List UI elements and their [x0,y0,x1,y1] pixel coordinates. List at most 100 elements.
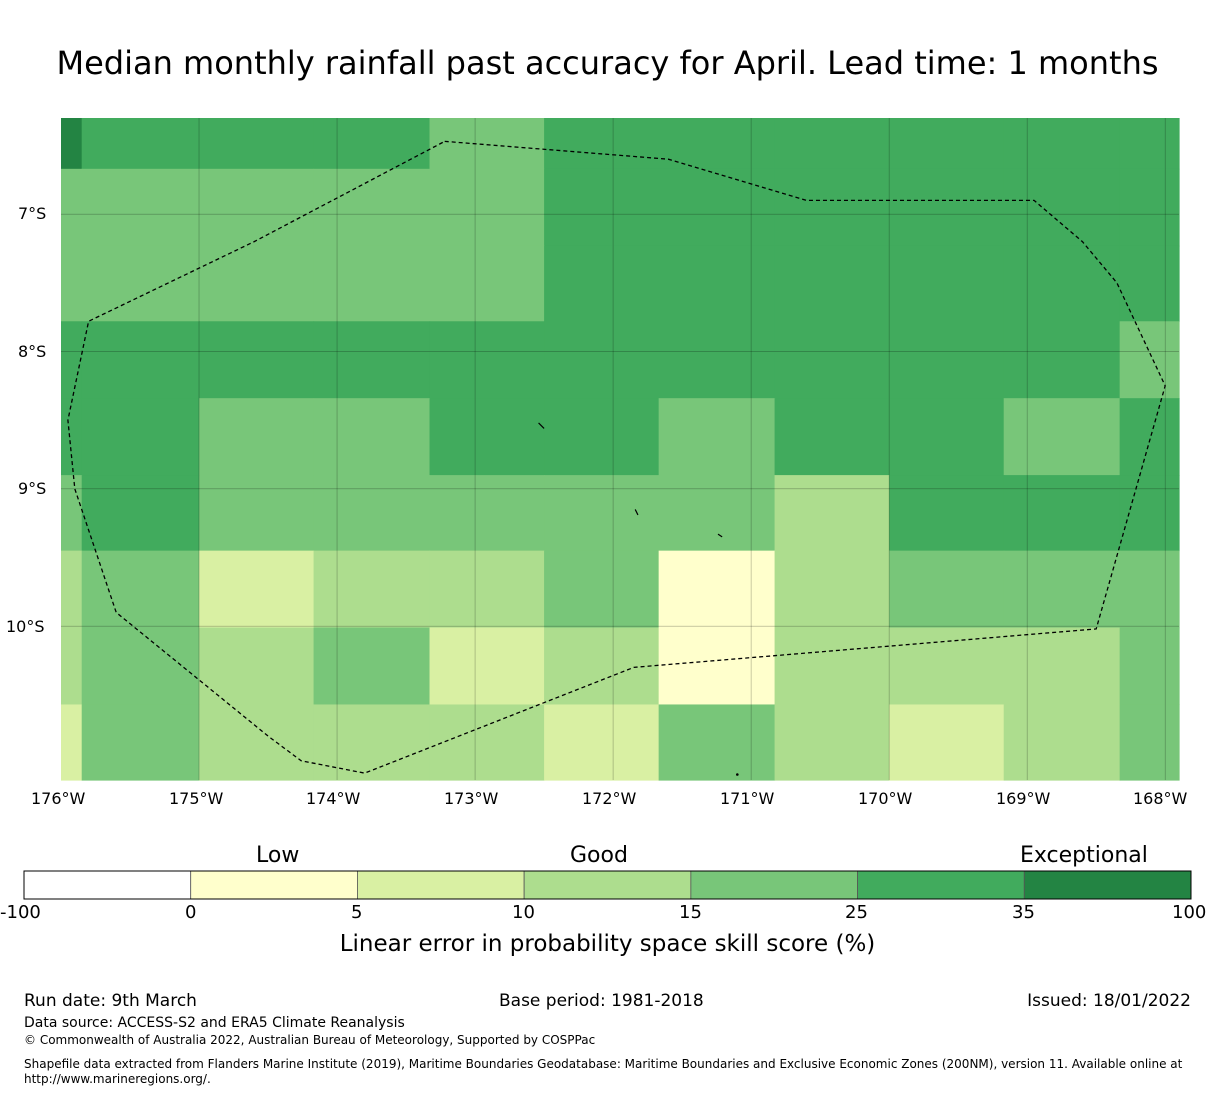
grid-cell [658,118,776,170]
copyright: © Commonwealth of Australia 2022, Austra… [24,1033,596,1047]
colorbar-tick: 5 [351,902,363,923]
grid-cell [1003,118,1121,170]
grid-cell [313,627,431,706]
lon-label-172w: 172°W [582,789,637,808]
lat-label-9s: 9°S [18,479,47,498]
data-source: Data source: ACCESS-S2 and ERA5 Climate … [24,1015,405,1031]
island [717,533,723,538]
grid-cell [81,627,200,706]
lon-label-170w: 170°W [858,789,913,808]
grid-cell [1003,475,1121,552]
colorbar-category-good: Good [570,843,628,868]
grid-cell [889,475,1005,552]
grid-cell [199,550,315,629]
grid-cell [1119,245,1180,322]
grid-cell [199,398,315,476]
grid-cell [889,704,1005,781]
grid-cell [61,550,83,629]
grid-cell [81,704,200,781]
grid-cell [544,475,660,552]
grid-cell [199,704,315,781]
grid-cell [658,550,776,629]
grid-cell [61,704,83,781]
grid-cell [889,321,1005,399]
colorbar-swatch [190,870,358,900]
grid-cell [774,398,890,476]
colorbar-swatch [23,870,192,900]
grid-cell [61,321,83,399]
grid-cell [544,398,660,476]
lon-label-173w: 173°W [444,789,499,808]
lat-label-8s: 8°S [18,342,47,361]
grid-cell [774,118,890,170]
colorbar-swatch [690,870,858,900]
grid-cell [429,118,545,170]
grid-cell [774,245,890,322]
grid-cell [774,475,890,552]
grid-cell [313,245,431,322]
grid-cell [429,475,545,552]
grid-cell [544,550,660,629]
colorbar-category-exceptional: Exceptional [1020,843,1148,868]
grid-cell [889,398,1005,476]
grid-cell [1119,627,1180,706]
grid-cell [61,245,83,322]
grid-cell [81,475,200,552]
grid-cell [81,321,200,399]
colorbar-tick: 10 [512,902,535,923]
grid-cell [544,704,660,781]
grid-cell [429,704,545,781]
colorbar-tick: 25 [845,902,868,923]
grid-cell [1119,168,1180,247]
grid-cell [199,627,315,706]
eez-boundary [67,140,1166,774]
shapefile-note: Shapefile data extracted from Flanders M… [24,1057,1183,1086]
grid-cell [61,475,83,552]
chart-title: Median monthly rainfall past accuracy fo… [56,44,1159,82]
grid-cell [658,627,776,706]
grid-cell [889,245,1005,322]
island [736,773,739,776]
grid-cell [313,118,431,170]
colorbar-swatch [523,870,692,900]
lon-label-176w: 176°W [31,789,86,808]
grid-cell [774,550,890,629]
colorbar-tick: 35 [1012,902,1035,923]
grid-cell [313,475,431,552]
colorbar-frame [23,870,1192,900]
grid-cell [544,321,660,399]
grid-cell [774,704,890,781]
colorbar-label: Linear error in probability space skill … [339,931,876,957]
grid-cell [1119,118,1180,170]
grid-cell [1003,704,1121,781]
grid-cell [1003,321,1121,399]
grid-cell [199,118,315,170]
grid-cell [81,245,200,322]
grid-cell [429,398,545,476]
lat-label-10s: 10°S [6,617,45,636]
grid-cell [774,321,890,399]
grid-cell [313,321,431,399]
grid-cell [889,118,1005,170]
grid-cell [1119,550,1180,629]
grid-cell [429,245,545,322]
grid-cell [61,398,83,476]
colorbar-tick: -100 [0,902,41,923]
lat-label-7s: 7°S [18,204,47,223]
grid-cell [429,550,545,629]
grid-cell [658,475,776,552]
grid-cell [658,704,776,781]
grid-cell [199,168,315,247]
grid-cell [199,245,315,322]
base-period: Base period: 1981-2018 [499,991,704,1011]
grid-cell [429,321,545,399]
grid-cell [199,475,315,552]
island [634,509,639,516]
grid-cell [1003,550,1121,629]
grid-cell [199,321,315,399]
grid-cell [544,627,660,706]
lon-label-174w: 174°W [306,789,361,808]
grid-cell [774,168,890,247]
colorbar-tick: 15 [679,902,702,923]
